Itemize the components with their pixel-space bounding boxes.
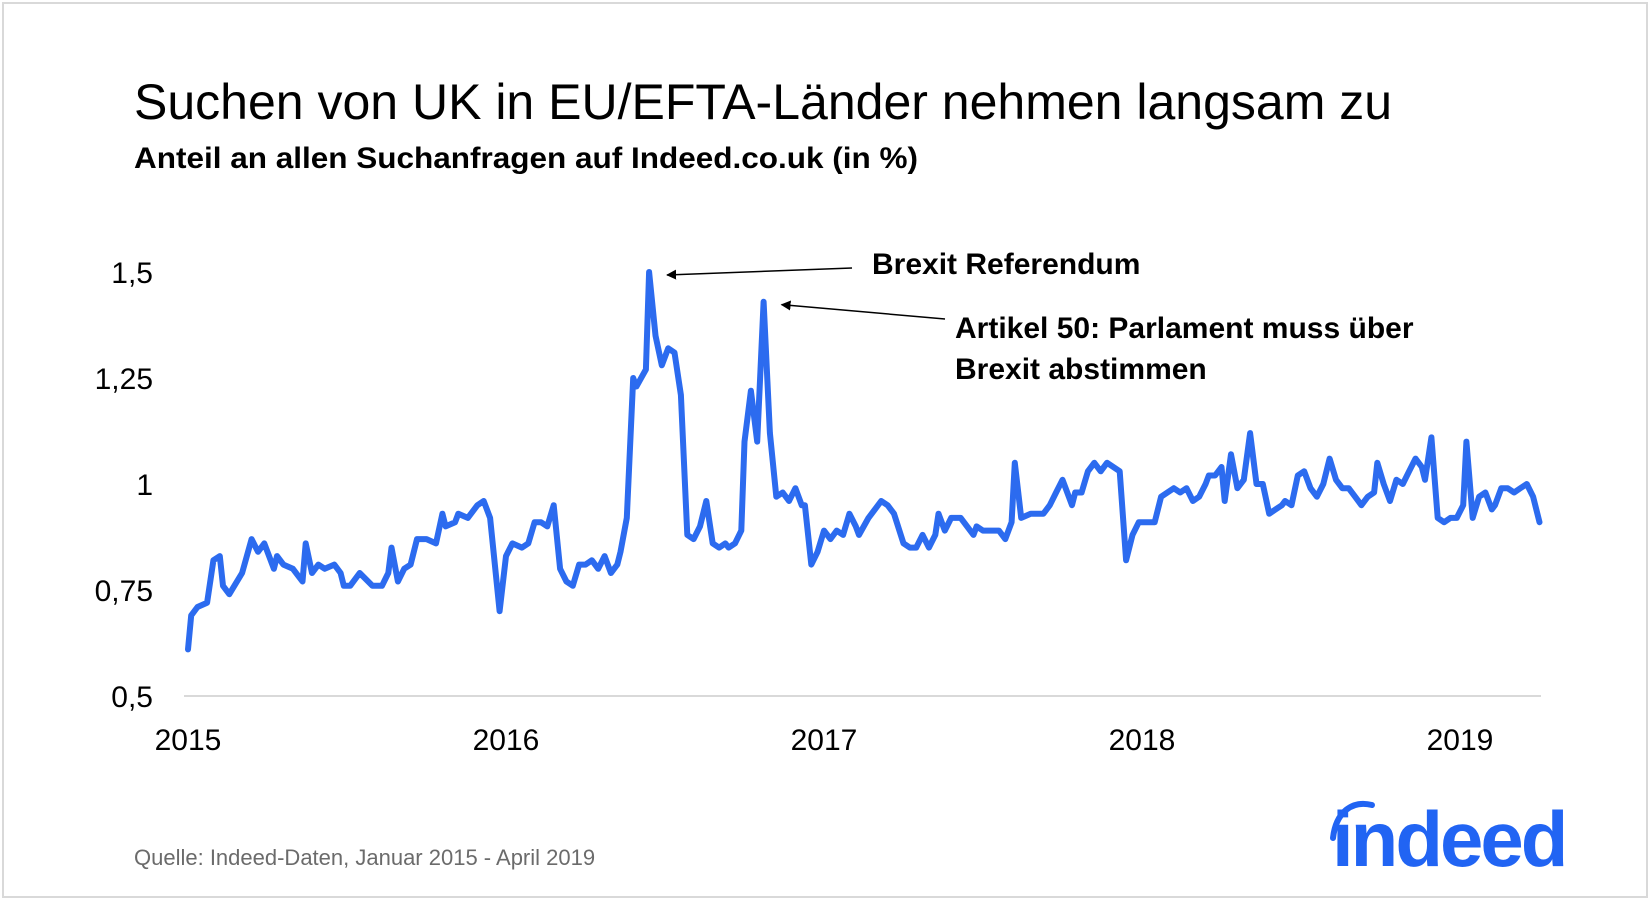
annotation-label: Brexit Referendum [872, 248, 1140, 281]
y-tick-label: 0,75 [95, 575, 153, 608]
series-line [185, 269, 1543, 653]
logo-text: indeed [1332, 795, 1565, 883]
annotation-label: Artikel 50: Parlament muss über [955, 312, 1414, 345]
source-note: Quelle: Indeed-Daten, Januar 2015 - Apri… [134, 845, 595, 870]
annotation-arrow [666, 267, 853, 280]
annotation-label: Brexit abstimmen [955, 353, 1207, 386]
x-tick-label: 2018 [1109, 724, 1176, 757]
x-tick-label: 2016 [473, 724, 540, 757]
chart-title: Suchen von UK in EU/EFTA-Länder nehmen l… [134, 74, 1392, 130]
x-tick-label: 2015 [155, 724, 222, 757]
logo-arc-icon [1330, 800, 1375, 841]
y-tick-label: 0,5 [111, 681, 153, 714]
indeed-logo: indeed [1330, 795, 1568, 883]
x-tick-label: 2019 [1427, 724, 1494, 757]
x-tick-label: 2017 [791, 724, 858, 757]
y-tick-label: 1,25 [95, 363, 153, 396]
chart-subtitle: Anteil an allen Suchanfragen auf Indeed.… [134, 142, 918, 175]
y-tick-label: 1,5 [111, 257, 153, 290]
annotation-arrow [780, 300, 946, 320]
y-tick-label: 1 [136, 469, 153, 502]
